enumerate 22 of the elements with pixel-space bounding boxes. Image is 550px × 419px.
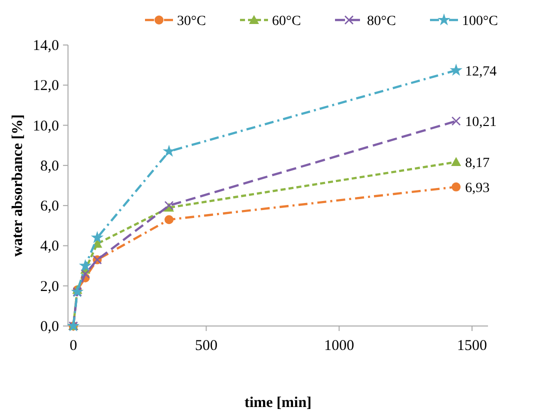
data-label: 12,74 <box>465 64 497 80</box>
y-tick-label: 6,0 <box>40 198 59 215</box>
data-label: 10,21 <box>465 115 497 130</box>
legend-label: 30°C <box>177 14 206 29</box>
legend-label: 80°C <box>367 14 396 29</box>
y-tick-label: 4,0 <box>40 238 59 255</box>
data-label: 8,17 <box>465 156 490 172</box>
x-tick-label: 0 <box>70 338 78 354</box>
y-tick-label: 0,0 <box>40 319 59 335</box>
y-tick-label: 14,0 <box>32 38 59 54</box>
y-axis-title: water absorbance [%] <box>10 114 26 257</box>
legend-label: 100°C <box>462 14 498 29</box>
data-label: 6,93 <box>465 180 490 196</box>
y-tick-label: 2,0 <box>40 278 59 295</box>
x-tick-label: 1000 <box>324 338 354 354</box>
x-axis-title: time [min] <box>244 395 312 411</box>
x-tick-label: 1500 <box>457 338 488 354</box>
x-tick-label: 500 <box>194 338 218 354</box>
y-tick-label: 12,0 <box>32 78 59 94</box>
y-tick-label: 8,0 <box>40 158 59 174</box>
y-tick-label: 10,0 <box>32 118 59 134</box>
legend-label: 60°C <box>272 14 301 29</box>
